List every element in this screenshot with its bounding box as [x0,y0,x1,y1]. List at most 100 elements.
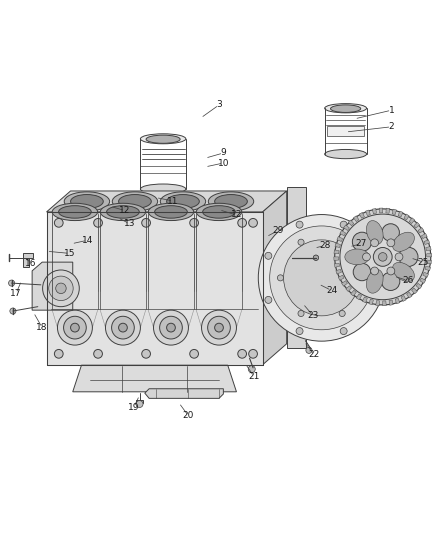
Ellipse shape [196,203,242,221]
Circle shape [352,232,371,252]
Ellipse shape [208,192,254,211]
Polygon shape [338,275,344,280]
Text: 9: 9 [220,149,226,157]
Polygon shape [398,211,403,217]
Text: 15: 15 [64,249,75,258]
Polygon shape [389,300,393,305]
Ellipse shape [392,262,414,281]
Text: 27: 27 [355,239,367,248]
Circle shape [265,296,272,303]
Polygon shape [46,212,263,365]
Polygon shape [420,278,426,284]
Text: 1: 1 [389,106,394,115]
Circle shape [335,209,431,305]
Polygon shape [145,389,223,398]
Text: 26: 26 [402,276,413,285]
Circle shape [56,283,66,294]
Polygon shape [426,260,431,264]
Circle shape [201,310,237,345]
Text: 12: 12 [120,206,131,215]
Text: 28: 28 [319,241,330,250]
Circle shape [57,310,92,345]
Ellipse shape [203,206,235,218]
Circle shape [94,350,102,358]
Ellipse shape [166,195,199,208]
Circle shape [249,219,258,227]
Circle shape [142,350,150,358]
Text: 22: 22 [308,350,320,359]
Bar [327,126,364,135]
Text: 14: 14 [81,236,93,245]
Ellipse shape [148,203,194,221]
Polygon shape [342,281,347,286]
Circle shape [360,275,366,281]
Circle shape [49,276,73,301]
Polygon shape [348,220,354,225]
Circle shape [378,253,387,261]
Polygon shape [32,262,73,310]
Ellipse shape [345,249,369,265]
Polygon shape [340,230,346,236]
Circle shape [153,310,188,345]
Ellipse shape [141,134,186,144]
Polygon shape [334,250,339,254]
Polygon shape [376,301,380,305]
Circle shape [363,253,371,261]
Circle shape [339,239,345,245]
Polygon shape [379,208,383,213]
Ellipse shape [367,270,383,293]
Circle shape [296,328,303,335]
Polygon shape [287,187,306,348]
Circle shape [340,214,426,300]
Circle shape [106,310,141,345]
Text: 3: 3 [216,100,222,109]
Polygon shape [46,191,287,212]
Ellipse shape [146,135,180,143]
Ellipse shape [155,206,187,218]
Circle shape [119,323,127,332]
Polygon shape [392,209,396,215]
Circle shape [166,323,175,332]
Circle shape [371,252,378,259]
Ellipse shape [59,206,91,218]
Text: 11: 11 [167,197,179,206]
Polygon shape [359,213,364,218]
Polygon shape [423,272,428,277]
Circle shape [190,350,198,358]
Circle shape [238,219,247,227]
Polygon shape [366,210,370,215]
Circle shape [208,316,230,339]
Polygon shape [412,288,417,294]
Ellipse shape [119,195,151,208]
Polygon shape [356,294,362,300]
Circle shape [142,219,150,227]
Polygon shape [424,240,430,245]
Polygon shape [343,225,350,230]
Circle shape [382,224,399,241]
Polygon shape [383,301,386,306]
Ellipse shape [64,192,110,211]
Polygon shape [334,257,339,261]
Circle shape [371,296,378,303]
Polygon shape [416,284,422,289]
Circle shape [54,350,63,358]
Circle shape [136,400,143,408]
Ellipse shape [215,195,247,208]
Text: 21: 21 [248,372,260,381]
Text: 29: 29 [272,226,284,235]
Circle shape [395,253,403,261]
Polygon shape [395,298,400,304]
Circle shape [371,267,378,275]
Circle shape [248,366,255,373]
Circle shape [298,310,304,317]
Circle shape [71,323,79,332]
Ellipse shape [52,203,98,221]
Circle shape [270,226,374,330]
Circle shape [265,252,272,259]
Circle shape [306,348,312,353]
Text: 16: 16 [25,259,36,268]
Polygon shape [353,216,359,222]
Polygon shape [414,222,420,228]
Circle shape [64,316,86,339]
Polygon shape [136,400,143,403]
